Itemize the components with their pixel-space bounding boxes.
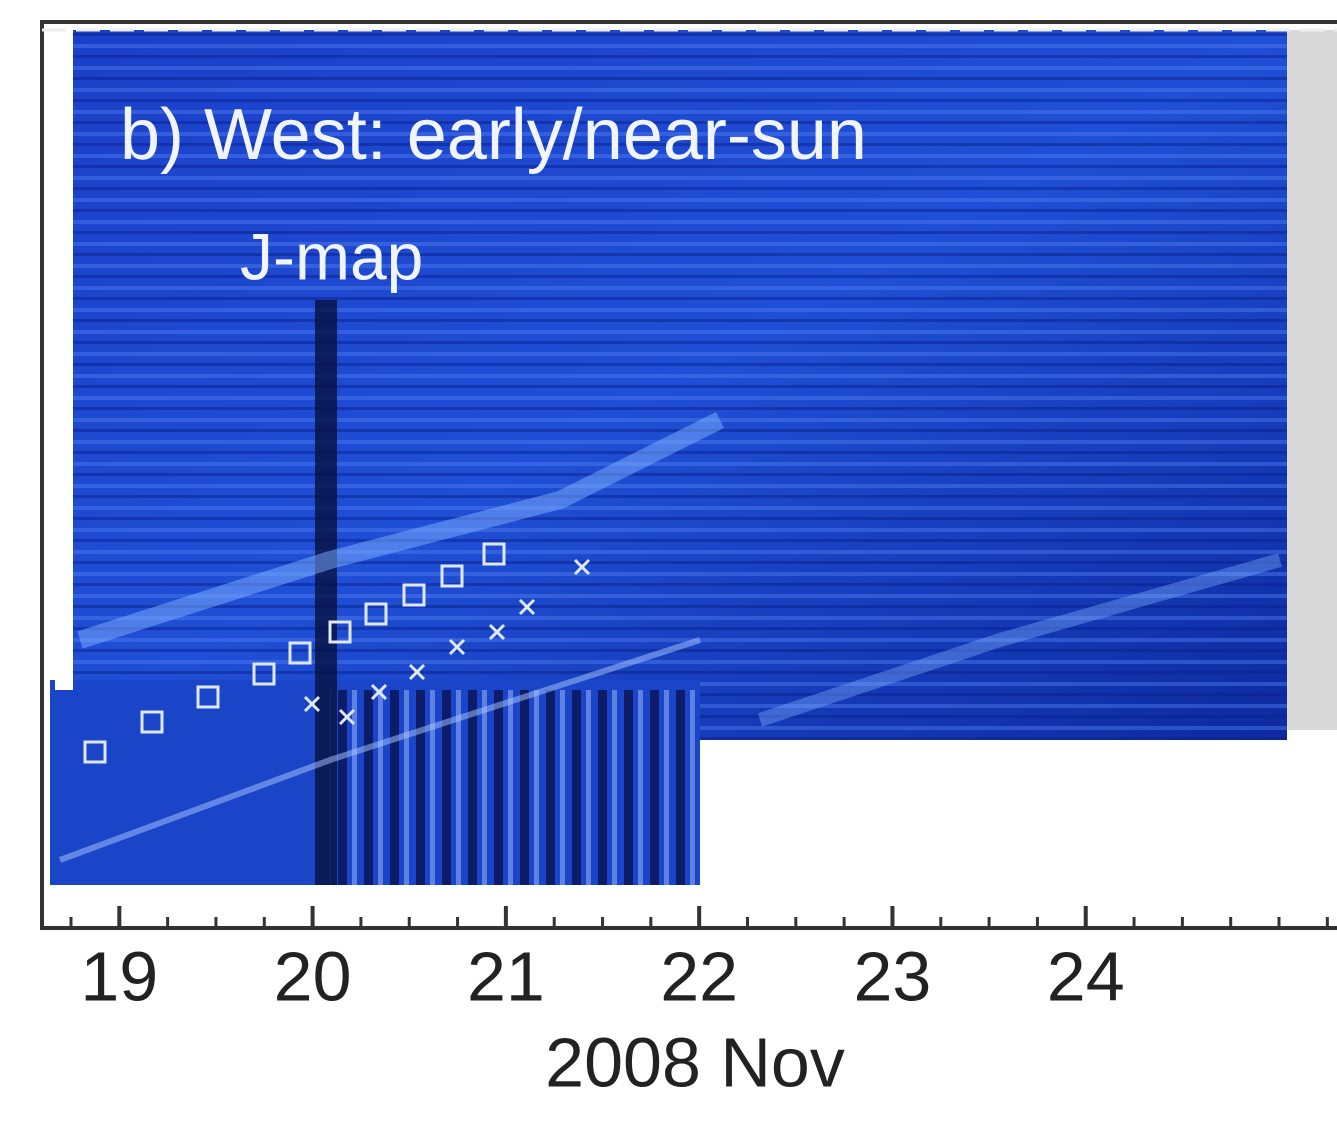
x-tick-label: 21 xyxy=(467,937,545,1015)
panel-title: b) West: early/near-sun xyxy=(120,95,867,175)
x-tick-label: 22 xyxy=(660,937,738,1015)
x-tick-label: 23 xyxy=(854,937,932,1015)
jmap-image xyxy=(50,30,1337,890)
x-tick-label: 20 xyxy=(274,937,352,1015)
x-tick-label: 24 xyxy=(1047,937,1125,1015)
plot-frame xyxy=(40,20,1337,930)
panel-subtitle: J-map xyxy=(240,219,423,293)
markers xyxy=(83,542,591,764)
x-tick-label: 19 xyxy=(80,937,158,1015)
x-axis-label: 2008 Nov xyxy=(545,1023,845,1101)
